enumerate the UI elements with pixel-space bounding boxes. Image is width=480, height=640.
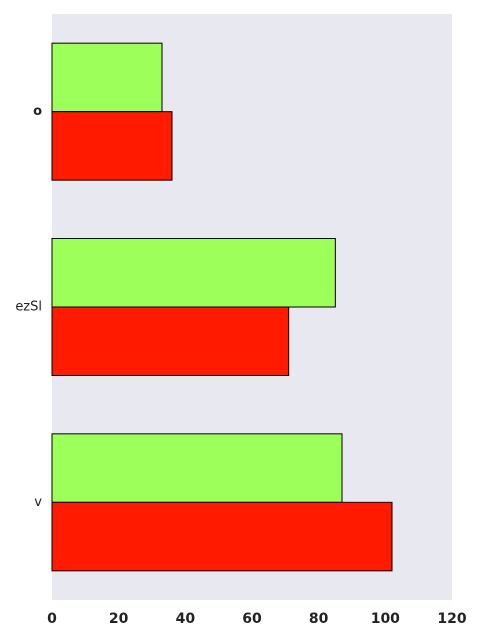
x-tick-label: 100 — [371, 611, 400, 627]
x-tick-label: 80 — [309, 611, 329, 627]
bar-o-series-1 — [51, 42, 163, 113]
y-tick-label: o — [33, 104, 42, 119]
x-tick-label: 120 — [437, 611, 466, 627]
x-tick-label: 0 — [47, 611, 57, 627]
bars-group — [51, 42, 393, 572]
x-axis-ticks: 0 20 40 60 80 100 120 — [47, 611, 467, 627]
x-tick-label: 40 — [176, 611, 196, 627]
bar-v-series-1 — [51, 433, 343, 503]
bar-o-series-2 — [51, 111, 173, 181]
bar-ezSl-series-2 — [51, 306, 290, 376]
y-tick-label: v — [34, 495, 42, 510]
bar-v-series-2 — [51, 501, 393, 572]
bar-ezSl-series-1 — [51, 238, 336, 308]
y-tick-label: ezSl — [15, 300, 42, 315]
y-axis-ticks: o ezSl v — [15, 104, 42, 510]
x-tick-label: 20 — [109, 611, 129, 627]
x-tick-label: 60 — [242, 611, 262, 627]
